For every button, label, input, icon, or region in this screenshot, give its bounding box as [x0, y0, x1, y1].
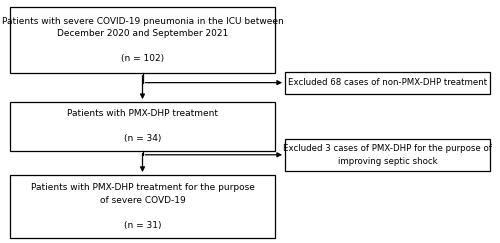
Text: Patients with PMX-DHP treatment
 
(n = 34): Patients with PMX-DHP treatment (n = 34) [67, 109, 218, 143]
FancyBboxPatch shape [285, 139, 490, 171]
FancyBboxPatch shape [10, 175, 275, 238]
FancyBboxPatch shape [10, 7, 275, 73]
FancyBboxPatch shape [285, 72, 490, 94]
FancyBboxPatch shape [10, 102, 275, 151]
Text: Patients with severe COVID-19 pneumonia in the ICU between
December 2020 and Sep: Patients with severe COVID-19 pneumonia … [2, 17, 284, 63]
Text: Excluded 68 cases of non-PMX-DHP treatment: Excluded 68 cases of non-PMX-DHP treatme… [288, 78, 487, 87]
Text: Excluded 3 cases of PMX-DHP for the purpose of
improving septic shock: Excluded 3 cases of PMX-DHP for the purp… [283, 144, 492, 166]
Text: Patients with PMX-DHP treatment for the purpose
of severe COVD-19
 
(n = 31): Patients with PMX-DHP treatment for the … [30, 183, 254, 230]
